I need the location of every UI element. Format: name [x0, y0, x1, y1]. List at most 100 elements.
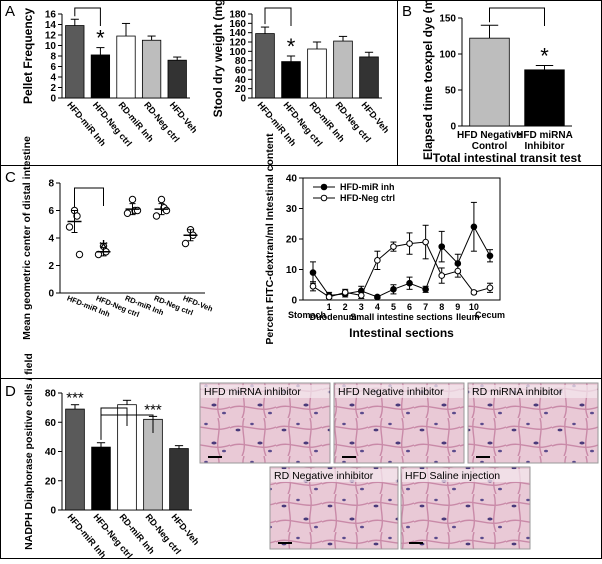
- image-caption: RD Negative inhibitor: [274, 470, 374, 482]
- bracket: [264, 7, 292, 26]
- bar: [469, 37, 510, 127]
- y-tick-label: 180: [229, 10, 246, 21]
- bar: [169, 448, 189, 511]
- image-caption: RD miRNA inhibitor: [472, 386, 563, 398]
- y-axis-title: Elapsed time toexpel dye (min): [421, 0, 435, 160]
- data-point: [438, 272, 446, 279]
- y-tick-label: 80: [45, 389, 57, 400]
- y-tick-label: 120: [229, 38, 246, 49]
- x-tick-label: 9: [455, 302, 460, 312]
- annotation: *: [287, 34, 296, 59]
- bar: [333, 40, 353, 99]
- y-tick-label: 160: [229, 19, 246, 30]
- bracket: [100, 414, 154, 440]
- data-point: [486, 284, 494, 292]
- y-tick-label: 2: [50, 83, 56, 94]
- y-axis-title: NADPH Diaphorase positive cells / field: [23, 353, 35, 550]
- data-point: [374, 293, 381, 301]
- annotation: *: [96, 26, 105, 51]
- y-tick-label: 140: [229, 28, 246, 39]
- bar: [116, 35, 136, 99]
- data-point: [325, 293, 333, 301]
- y-tick-label: 0: [48, 289, 54, 300]
- data-point: [454, 267, 462, 275]
- y-tick-label: 80: [235, 56, 247, 67]
- data-point: [162, 206, 171, 215]
- bracket: [74, 7, 101, 26]
- data-point: [309, 282, 317, 290]
- caption-bg: [271, 469, 397, 482]
- x-tick-label: 8: [439, 302, 444, 312]
- y-axis-title: Mean geometric center of distal intestin…: [21, 136, 33, 340]
- y-tick-label: 20: [235, 84, 247, 95]
- data-point: [438, 243, 446, 250]
- legend-label: HFD-Neg ctrl: [340, 193, 395, 203]
- y-tick-label: 60: [235, 66, 247, 77]
- x-group-label: Ileum: [456, 312, 480, 322]
- data-point: [341, 289, 349, 296]
- data-point: [470, 289, 478, 296]
- x-axis-title: Intestinal sections: [349, 326, 454, 340]
- data-point: [422, 238, 429, 246]
- y-tick-label: 8: [48, 179, 54, 190]
- plot-frame: [302, 177, 501, 301]
- x-tick-label: 5: [391, 302, 396, 312]
- bar: [307, 48, 327, 99]
- bar: [255, 33, 275, 99]
- y-tick-label: 0: [50, 94, 56, 105]
- x-tick-label: HFD miRNA: [516, 130, 573, 141]
- bracket: [74, 187, 104, 208]
- y-tick-label: 40: [286, 174, 298, 185]
- data-point: [123, 209, 132, 217]
- x-tick-label: Inhibitor: [525, 141, 565, 152]
- data-point: [73, 212, 81, 220]
- annotation: *: [540, 44, 549, 69]
- data-point: [75, 250, 84, 259]
- y-tick-label: 20: [286, 235, 298, 246]
- legend-label: HFD-miR inh: [340, 182, 395, 192]
- series-line: [312, 225, 491, 298]
- data-point: [406, 240, 413, 247]
- bar: [141, 39, 162, 99]
- x-axis-title: Total intestinal transit test: [433, 151, 581, 165]
- y-tick-label: 6: [50, 62, 56, 73]
- panel-label: C: [5, 169, 16, 186]
- bar: [65, 408, 85, 511]
- data-point: [422, 286, 429, 293]
- y-axis-title: Stool dry weight (mg): [211, 0, 225, 117]
- data-point: [390, 286, 397, 293]
- panel-label: A: [5, 3, 15, 20]
- x-tick-label: 7: [423, 302, 428, 312]
- y-tick-label: 10: [45, 41, 57, 52]
- legend-marker: [320, 183, 328, 191]
- y-tick-label: 40: [45, 447, 57, 458]
- y-tick-label: 40: [235, 75, 247, 86]
- bar: [359, 56, 379, 99]
- y-tick-label: 0: [450, 122, 456, 133]
- caption-bg: [402, 469, 529, 482]
- bracket: [489, 7, 545, 26]
- bar: [90, 54, 111, 99]
- y-tick-label: 30: [286, 204, 298, 215]
- panel-label: B: [402, 3, 412, 20]
- y-tick-label: 6: [48, 206, 54, 217]
- y-tick-label: 0: [240, 94, 246, 105]
- bar: [281, 61, 301, 99]
- y-tick-label: 0: [50, 506, 56, 517]
- y-tick-label: 50: [445, 86, 457, 97]
- x-tick-label: Control: [472, 141, 508, 152]
- y-tick-label: 100: [229, 47, 246, 58]
- bar: [91, 446, 111, 511]
- y-axis-title: Pellet Frequency: [21, 8, 35, 104]
- y-tick-label: 8: [50, 52, 56, 63]
- y-tick-label: 2: [48, 261, 54, 272]
- data-point: [406, 279, 413, 287]
- x-tick-label: 2: [343, 302, 348, 312]
- x-tick-label: 4: [375, 302, 380, 312]
- x-tick-label: 10: [469, 302, 479, 312]
- annotation: ***: [66, 390, 84, 407]
- annotation: *: [99, 236, 108, 261]
- data-point: [374, 257, 381, 264]
- y-tick-label: 150: [439, 14, 456, 25]
